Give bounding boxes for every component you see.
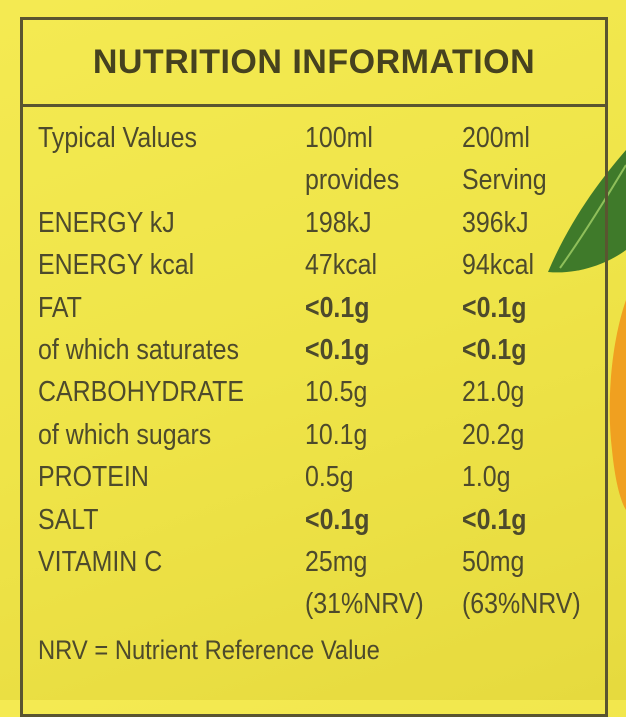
row-value: 25mg: [305, 546, 368, 578]
row-label: SALT: [38, 503, 99, 536]
row-value: 198kJ: [305, 206, 372, 239]
row-value: 20.2g: [462, 418, 525, 451]
row-label: ENERGY kJ: [38, 206, 175, 239]
row-value: Serving: [462, 164, 547, 197]
row-value: <0.1g: [305, 291, 370, 324]
footnote: NRV = Nutrient Reference Value: [38, 635, 380, 665]
row-value: (63%NRV): [462, 588, 581, 621]
row-value: 1.0g: [462, 461, 511, 494]
row-label: VITAMIN C: [38, 546, 163, 578]
row-value: 0.5g: [305, 461, 354, 494]
title: NUTRITION INFORMATION: [92, 42, 536, 81]
row-value: <0.1g: [462, 503, 527, 536]
row-value: provides: [305, 164, 400, 197]
row-value: <0.1g: [305, 334, 370, 366]
row-label: PROTEIN: [38, 461, 149, 494]
row-label: Typical Values: [38, 122, 197, 154]
row-value: <0.1g: [462, 291, 527, 324]
leaf-vein: [559, 164, 626, 269]
row-value: 10.1g: [305, 418, 368, 451]
row-value: 21.0g: [462, 376, 525, 409]
row-value: <0.1g: [462, 334, 527, 366]
row-value: 10.5g: [305, 376, 368, 409]
row-value: 94kcal: [462, 249, 535, 282]
row-value: 100ml: [305, 122, 373, 154]
row-label: CARBOHYDRATE: [38, 376, 245, 409]
title-band: NUTRITION INFORMATION: [23, 20, 605, 107]
row-value: 396kJ: [462, 206, 529, 239]
row-value: 47kcal: [305, 249, 378, 282]
row-value: (31%NRV): [305, 588, 424, 621]
orange: [609, 300, 626, 510]
row-label: FAT: [38, 291, 82, 324]
row-label: ENERGY kcal: [38, 249, 195, 282]
row-value: 50mg: [462, 546, 525, 578]
row-value: <0.1g: [305, 503, 370, 536]
row-label: of which saturates: [38, 334, 240, 366]
label-box: NUTRITION INFORMATION: [20, 17, 608, 717]
row-value: 200ml: [462, 122, 530, 154]
row-label: of which sugars: [38, 418, 212, 451]
